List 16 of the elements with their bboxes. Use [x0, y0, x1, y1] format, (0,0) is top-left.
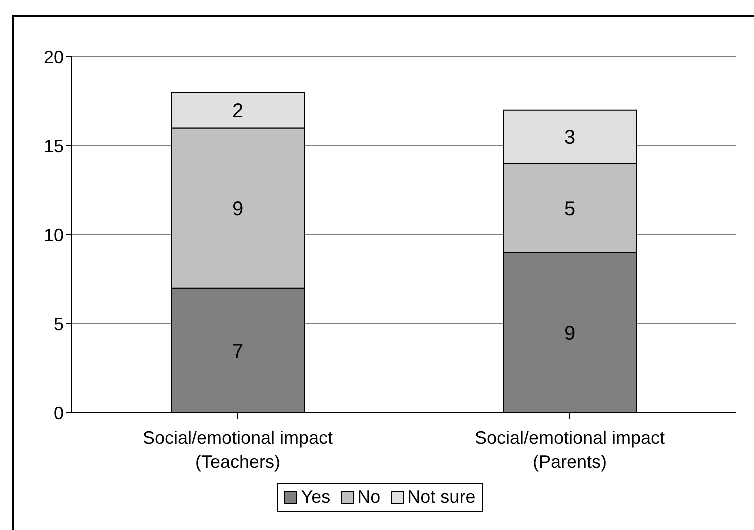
x-tick-label: Social/emotional impact (Parents)	[474, 428, 666, 472]
y-tick-label: 20	[44, 47, 64, 68]
legend-label: Yes	[301, 487, 331, 508]
data-label: 9	[232, 198, 244, 220]
data-label: 5	[564, 198, 576, 220]
y-tick-label: 0	[54, 403, 64, 424]
x-tick-label: Social/emotional impact (Teachers)	[142, 428, 334, 472]
data-label: 7	[232, 340, 244, 363]
y-tick-label: 10	[44, 225, 64, 246]
legend-label: No	[358, 487, 381, 508]
legend-label: Not sure	[408, 487, 476, 508]
data-label: 2	[232, 100, 244, 122]
y-tick-label: 5	[54, 314, 64, 334]
data-label: 3	[564, 127, 576, 150]
y-tick-label: 15	[44, 136, 64, 156]
data-label: 9	[564, 323, 576, 345]
